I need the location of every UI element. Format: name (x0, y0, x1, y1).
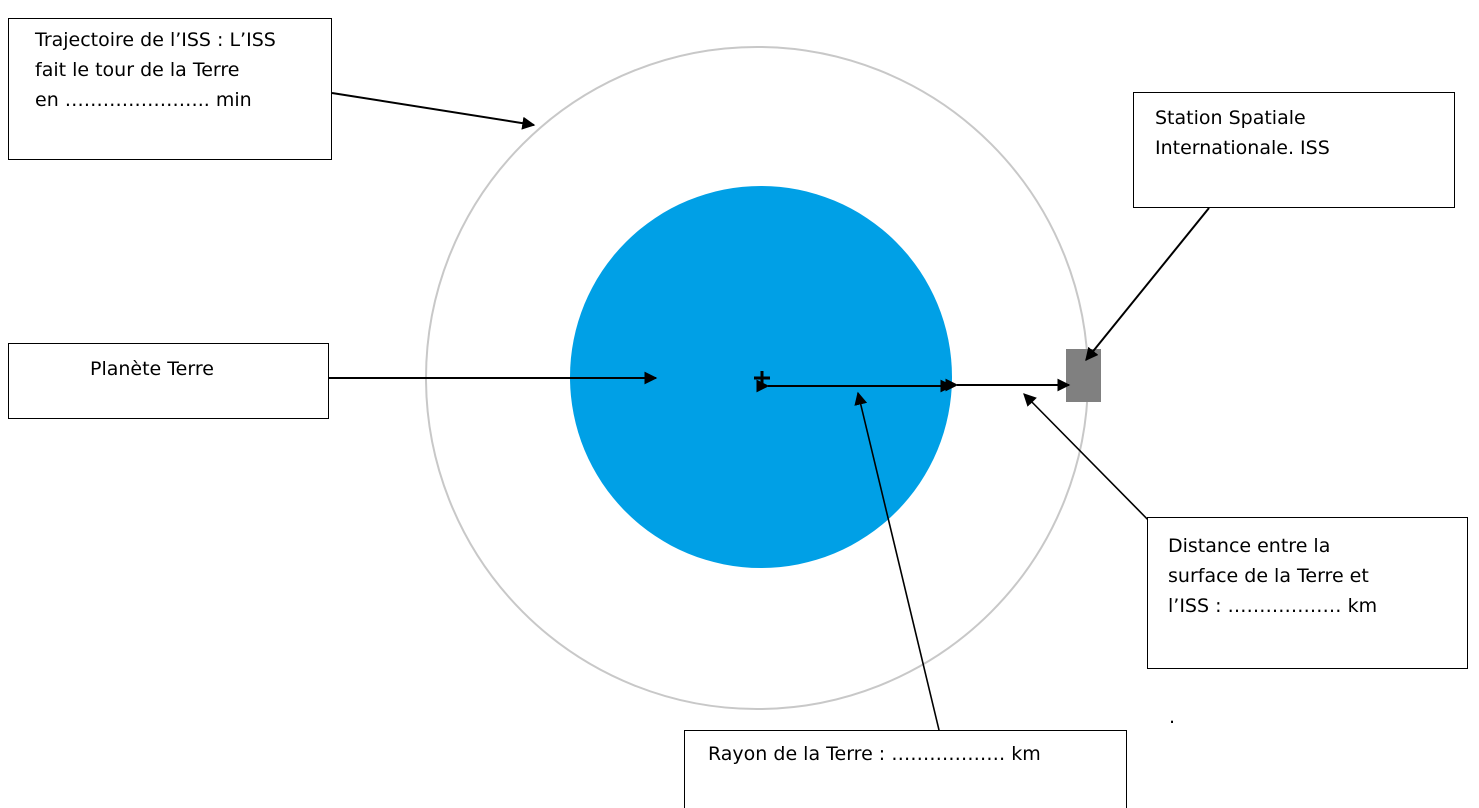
distance-label-box: Distance entre la surface de la Terre et… (1147, 517, 1468, 669)
station-line-1: Station Spatiale (1155, 107, 1306, 129)
station-pointer-arrow (1085, 207, 1210, 362)
iss-station (1066, 349, 1101, 402)
trajectoire-line-3: en ………………….. min (35, 89, 252, 111)
station-label-box: Station Spatiale Internationale. ISS (1133, 92, 1455, 208)
stray-mark: . (1169, 706, 1176, 728)
trajectoire-pointer-arrow (331, 92, 536, 130)
rayon-label-box: Rayon de la Terre : ……………… km (684, 730, 1127, 808)
station-line-2: Internationale. ISS (1155, 137, 1330, 159)
trajectoire-line-1: Trajectoire de l’ISS : L’ISS (35, 29, 276, 51)
terre-label-box: Planète Terre (8, 343, 329, 419)
rayon-pointer-arrow (854, 391, 940, 731)
terre-line-1: Planète Terre (90, 358, 214, 380)
distance-line-3: l’ISS : ……………… km (1168, 595, 1378, 617)
distance-pointer-arrow (1023, 393, 1163, 535)
distance-line-2: surface de la Terre et (1168, 565, 1369, 587)
distance-line-1: Distance entre la (1168, 535, 1331, 557)
trajectoire-line-2: fait le tour de la Terre (35, 59, 240, 81)
trajectoire-label-box: Trajectoire de l’ISS : L’ISS fait le tou… (8, 18, 332, 160)
rayon-line-1: Rayon de la Terre : ……………… km (708, 743, 1041, 765)
